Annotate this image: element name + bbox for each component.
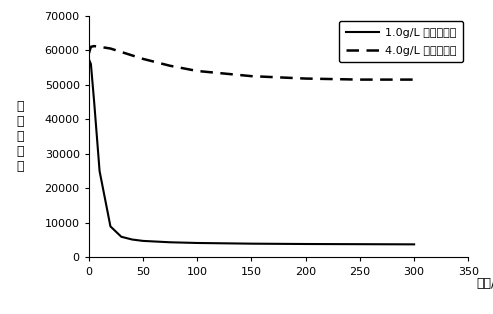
1.0g/L 氯化钓溶液	[88, 62, 94, 66]
4.0g/L 氯化钓溶液	[140, 57, 146, 61]
1.0g/L 氯化钓溶液	[194, 241, 200, 245]
Text: 时间/s: 时间/s	[476, 277, 493, 290]
Line: 4.0g/L 氯化钓溶液: 4.0g/L 氯化钓溶液	[89, 46, 414, 79]
1.0g/L 氯化钓溶液	[118, 235, 124, 239]
4.0g/L 氯化钓溶液	[248, 74, 254, 78]
4.0g/L 氯化钓溶液	[357, 78, 363, 81]
Text: 散
射
光
强
度: 散 射 光 强 度	[17, 100, 24, 173]
4.0g/L 氯化钓溶液	[303, 77, 309, 80]
1.0g/L 氯化钓溶液	[86, 57, 92, 61]
1.0g/L 氯化钓溶液	[411, 242, 417, 246]
4.0g/L 氯化钓溶液	[97, 45, 103, 49]
1.0g/L 氯化钓溶液	[167, 241, 173, 244]
1.0g/L 氯化钓溶液	[91, 100, 97, 104]
1.0g/L 氯化钓溶液	[303, 242, 309, 246]
1.0g/L 氯化钓溶液	[248, 242, 254, 246]
1.0g/L 氯化钓溶液	[129, 238, 135, 241]
4.0g/L 氯化钓溶液	[86, 52, 92, 56]
4.0g/L 氯化钓溶液	[88, 45, 94, 49]
1.0g/L 氯化钓溶液	[357, 242, 363, 246]
4.0g/L 氯化钓溶液	[118, 50, 124, 54]
1.0g/L 氯化钓溶液	[140, 239, 146, 243]
4.0g/L 氯化钓溶液	[411, 78, 417, 81]
1.0g/L 氯化钓溶液	[107, 225, 113, 228]
4.0g/L 氯化钓溶液	[129, 53, 135, 57]
4.0g/L 氯化钓溶液	[194, 69, 200, 73]
4.0g/L 氯化钓溶液	[167, 64, 173, 68]
1.0g/L 氯化钓溶液	[97, 169, 103, 173]
4.0g/L 氯化钓溶液	[107, 46, 113, 50]
Legend: 1.0g/L 氯化钓溶液, 4.0g/L 氯化钓溶液: 1.0g/L 氯化钓溶液, 4.0g/L 氯化钓溶液	[339, 21, 463, 62]
4.0g/L 氯化钓溶液	[91, 44, 97, 48]
Line: 1.0g/L 氯化钓溶液: 1.0g/L 氯化钓溶液	[89, 59, 414, 244]
